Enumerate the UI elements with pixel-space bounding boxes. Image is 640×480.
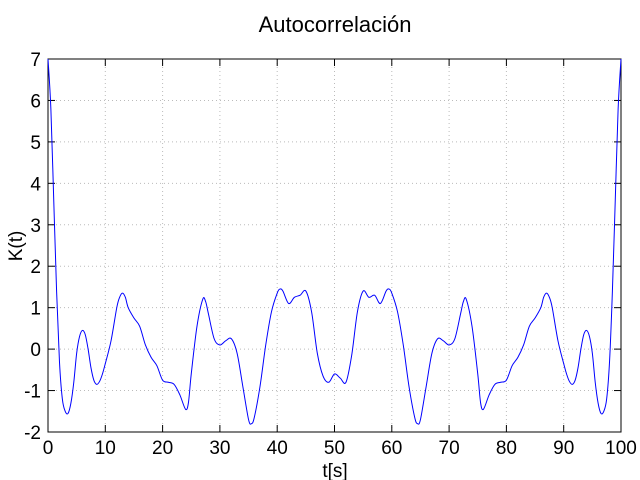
y-tick-label: -2 [24, 423, 41, 444]
x-tick-label: 70 [439, 438, 460, 459]
x-axis-label: t[s] [322, 461, 347, 480]
y-tick-label: 6 [30, 91, 41, 112]
x-tick-label: 0 [43, 438, 54, 459]
series-line [47, 58, 622, 425]
y-tick-label: 0 [30, 340, 41, 361]
plot-border [47, 58, 622, 433]
x-tick-label: 100 [605, 438, 637, 459]
plot-frame [47, 58, 622, 433]
y-tick-label: -1 [24, 382, 41, 403]
y-axis-label: K(t) [6, 231, 27, 262]
grid [48, 59, 621, 432]
y-tick-label: 3 [30, 216, 41, 237]
x-tick-label: 40 [267, 438, 288, 459]
x-tick-label: 60 [381, 438, 402, 459]
x-tick-label: 50 [324, 438, 345, 459]
y-tick-label: 2 [30, 257, 41, 278]
chart-title: Autocorrelación [259, 12, 412, 37]
x-axis: 0 10 20 30 40 50 60 70 80 90 100 [43, 59, 637, 459]
series-layer [47, 58, 622, 425]
x-tick-label: 20 [152, 438, 173, 459]
y-tick-label: 1 [30, 299, 41, 320]
x-tick-label: 10 [95, 438, 116, 459]
x-tick-label: 30 [209, 438, 230, 459]
y-axis: -2 -1 0 1 2 3 4 5 6 7 [24, 50, 621, 444]
y-tick-label: 7 [30, 50, 41, 71]
x-tick-label: 90 [553, 438, 574, 459]
y-tick-label: 5 [30, 133, 41, 154]
y-tick-label: 4 [30, 174, 41, 195]
x-tick-label: 80 [496, 438, 517, 459]
